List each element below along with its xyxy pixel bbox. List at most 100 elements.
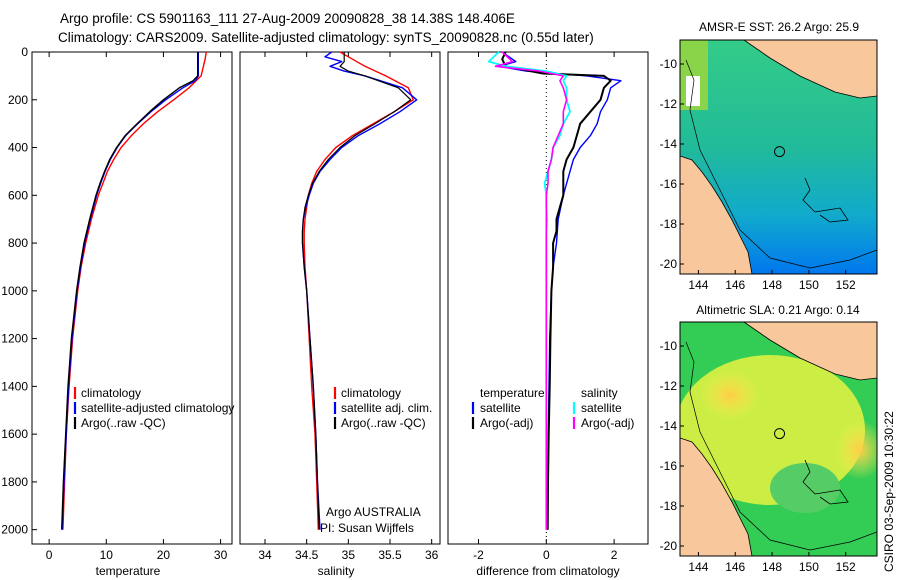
map-x-tick-label: 146 xyxy=(725,560,745,574)
map-x-tick-label: 148 xyxy=(762,560,782,574)
salinity-plot-frame xyxy=(239,51,441,545)
sst-argo-position-marker xyxy=(774,146,786,158)
legend-label: climatology xyxy=(81,386,141,400)
sst-coral-sea-coast xyxy=(743,40,877,99)
sst-depth-contour xyxy=(685,59,877,269)
series-line-salinity-satellite xyxy=(487,51,571,530)
x-tick-label: 34.5 xyxy=(295,548,319,562)
map-y-tick-label: -12 xyxy=(660,97,678,111)
difference-panel: -2 0 2 temperaturesatelliteArgo(-adj)salin… xyxy=(447,51,649,578)
sla-high-anomaly-west xyxy=(700,370,760,420)
legend-label: Argo(-adj) xyxy=(581,416,634,430)
salinity-xlabel: salinity xyxy=(318,564,355,578)
x-tick-label: 20 xyxy=(157,548,171,562)
legend-group-title: salinity xyxy=(581,386,618,400)
sla-reef-outline xyxy=(802,459,849,505)
series-line-argo-raw-qc- xyxy=(301,52,412,530)
map-x-tick-label: 148 xyxy=(762,278,782,292)
map-y-tick-label: -18 xyxy=(660,217,678,231)
temperature-panel: 0 10 20 30 0 200 400 600 800 1000 1200 1400 1600 1800… xyxy=(1,45,234,578)
sst-map-ticks: 144 146 148 150 152 -10 -12 -14 -16 -18 -20 xyxy=(660,57,856,292)
series-line-temperature-argo-adj- xyxy=(501,51,612,530)
y-tick-label: 800 xyxy=(8,236,28,250)
map-y-tick-label: -18 xyxy=(660,499,678,513)
y-tick-label: 1200 xyxy=(1,332,28,346)
x-tick-label: 36 xyxy=(425,548,439,562)
legend-label: Argo(..raw -QC) xyxy=(81,416,166,430)
sla-map-ticks: 144 146 148 150 152 -10 -12 -14 -16 -18 -20 xyxy=(660,339,856,574)
map-y-tick-label: -10 xyxy=(660,339,678,353)
difference-xlabel: difference from climatology xyxy=(476,564,619,578)
argo-institution-label: Argo AUSTRALIA xyxy=(326,505,421,519)
map-x-tick-label: 152 xyxy=(836,560,856,574)
map-y-tick-label: -10 xyxy=(660,57,678,71)
legend-label: satellite xyxy=(581,401,622,415)
map-y-tick-label: -16 xyxy=(660,177,678,191)
map-x-tick-label: 152 xyxy=(836,278,856,292)
series-line-salinity-argo-adj- xyxy=(494,51,568,530)
temperature-ticks: 0 10 20 30 0 200 400 600 800 1000 1200 1400 1600 1800… xyxy=(1,45,227,562)
y-tick-label: 2000 xyxy=(1,523,28,537)
salinity-lines xyxy=(301,51,418,530)
x-tick-label: 0 xyxy=(46,548,53,562)
map-x-tick-label: 150 xyxy=(799,560,819,574)
sst-map-frame xyxy=(679,39,878,275)
series-line-satellite-adjusted-climatology xyxy=(61,52,200,530)
sla-depth-contour xyxy=(685,341,877,551)
legend-label: satellite-adjusted climatology xyxy=(81,401,234,415)
temperature-lines xyxy=(61,51,207,530)
sla-high-anomaly-east xyxy=(835,420,877,480)
y-tick-label: 1000 xyxy=(1,284,28,298)
series-line-climatology xyxy=(62,51,207,530)
series-line-argo-raw-qc- xyxy=(61,52,199,530)
x-tick-label: 2 xyxy=(611,548,618,562)
legend-label: Argo(..raw -QC) xyxy=(341,416,426,430)
difference-legend: temperaturesatelliteArgo(-adj)salinitysa… xyxy=(471,386,634,430)
legend-group-title: temperature xyxy=(480,386,545,400)
y-tick-label: 0 xyxy=(21,45,28,59)
x-tick-label: 34 xyxy=(258,548,272,562)
legend-label: satellite xyxy=(480,401,521,415)
series-line-satellite-adj-clim- xyxy=(301,51,418,530)
x-tick-label: 30 xyxy=(214,548,228,562)
sst-cloud-mask xyxy=(686,76,700,106)
map-y-tick-label: -14 xyxy=(660,419,678,433)
map-y-tick-label: -20 xyxy=(660,539,678,553)
map-y-tick-label: -12 xyxy=(660,379,678,393)
sla-map-title: Altimetric SLA: 0.21 Argo: 0.14 xyxy=(696,303,860,317)
y-tick-label: 1400 xyxy=(1,379,28,393)
x-tick-label: 0 xyxy=(543,548,550,562)
sst-map-title: AMSR-E SST: 26.2 Argo: 25.9 xyxy=(699,20,859,34)
map-y-tick-label: -16 xyxy=(660,459,678,473)
y-tick-label: 1600 xyxy=(1,427,28,441)
sla-argo-position-marker xyxy=(774,428,786,440)
sst-reef-outline xyxy=(802,177,849,223)
x-tick-label: 10 xyxy=(100,548,114,562)
header-line-1: Argo profile: CS 5901163_111 27-Aug-2009… xyxy=(60,11,515,26)
sst-map: AMSR-E SST: 26.2 Argo: 25.9 144 146 148 150… xyxy=(660,20,878,292)
temperature-xlabel: temperature xyxy=(96,564,161,578)
csiro-timestamp: CSIRO 03-Sep-2009 10:30:22 xyxy=(882,411,896,572)
difference-plot-frame xyxy=(447,51,649,545)
sla-map: Altimetric SLA: 0.21 Argo: 0.14 144 146 14… xyxy=(660,303,878,574)
x-tick-label: 35.5 xyxy=(378,548,402,562)
argo-pi-label: PI: Susan Wijffels xyxy=(320,521,414,535)
x-tick-label: 35 xyxy=(342,548,356,562)
temperature-plot-frame xyxy=(31,51,233,545)
map-x-tick-label: 146 xyxy=(725,278,745,292)
sla-low-anomaly xyxy=(770,463,840,513)
x-tick-label: -2 xyxy=(473,548,484,562)
y-tick-label: 1800 xyxy=(1,475,28,489)
y-tick-label: 600 xyxy=(8,188,28,202)
y-tick-label: 200 xyxy=(8,93,28,107)
legend-label: Argo(-adj) xyxy=(480,416,533,430)
y-tick-label: 400 xyxy=(8,141,28,155)
legend-label: climatology xyxy=(341,386,401,400)
header-line-2: Climatology: CARS2009. Satellite-adjuste… xyxy=(58,30,594,45)
map-x-tick-label: 144 xyxy=(688,560,708,574)
series-line-climatology xyxy=(303,51,414,530)
